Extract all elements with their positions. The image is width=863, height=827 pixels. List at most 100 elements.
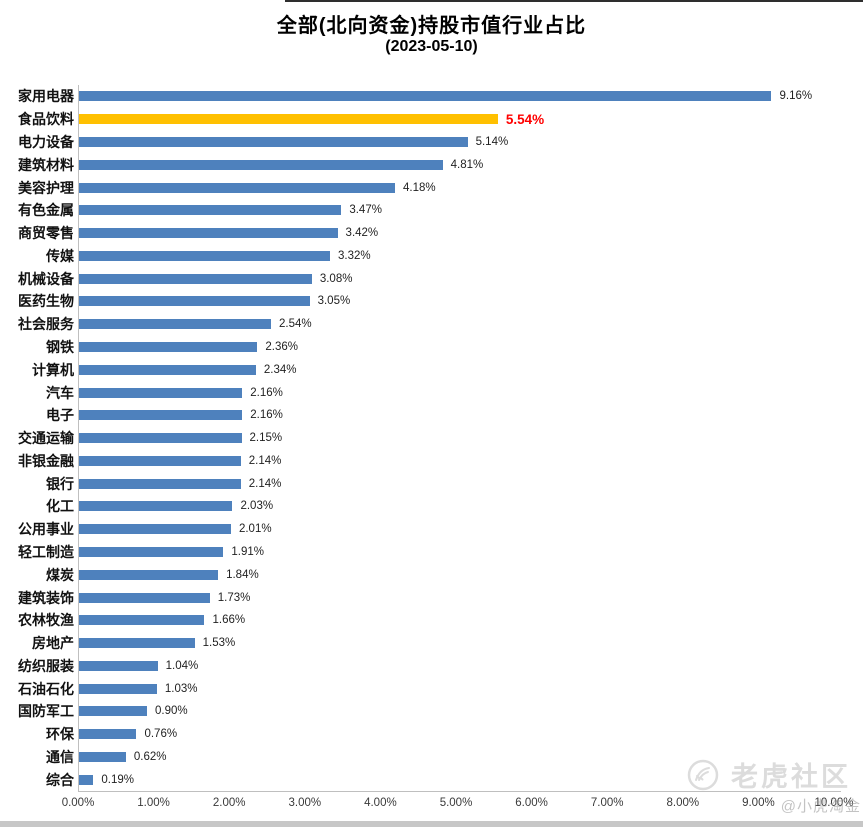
bar-row: 农林牧渔 1.66% <box>0 609 863 632</box>
bar-row: 煤炭 1.84% <box>0 563 863 586</box>
bar <box>79 273 312 284</box>
category-label: 电子 <box>46 407 74 424</box>
bar-track: 1.03% <box>78 683 863 695</box>
bar-row: 建筑材料 4.81% <box>0 153 863 176</box>
bar <box>79 501 233 512</box>
bar-row: 轻工制造 1.91% <box>0 541 863 564</box>
bar <box>79 638 195 649</box>
x-axis-tick-label: 2.00% <box>212 797 246 809</box>
x-axis-tick-label: 1.00% <box>137 797 170 809</box>
bar-row: 交通运输 2.15% <box>0 427 863 450</box>
bar-rows-container: 家用电器 9.16% 食品饮料 5.54% 电力设备 5.14% 建筑材料 4.81% 美容护理… <box>0 85 863 791</box>
category-label: 轻工制造 <box>18 544 74 561</box>
category-label: 医药生物 <box>18 293 74 310</box>
bar <box>79 455 241 466</box>
value-label: 2.54% <box>279 318 312 331</box>
category-label: 家用电器 <box>18 88 74 105</box>
bar-track: 2.01% <box>78 523 863 535</box>
bar <box>79 296 310 307</box>
category-label: 国防军工 <box>18 703 74 720</box>
bottom-scrollbar[interactable] <box>0 821 863 827</box>
category-label: 纺织服装 <box>18 657 74 674</box>
value-label: 0.76% <box>144 728 178 741</box>
bar-track: 2.03% <box>78 500 863 512</box>
bar <box>79 319 272 330</box>
bar <box>79 592 210 603</box>
watermark-brand-label: 老虎社区 <box>731 762 851 792</box>
value-label: 3.42% <box>345 227 379 240</box>
bar <box>79 364 256 375</box>
value-label: 2.01% <box>238 523 272 536</box>
bar-track: 0.90% <box>78 705 863 717</box>
bar-row: 家用电器 9.16% <box>0 85 863 108</box>
watermark-username: @小虎淘金 <box>780 798 861 815</box>
bar-track: 1.04% <box>78 660 863 672</box>
bar-track: 3.32% <box>78 250 863 262</box>
x-axis-tick-label: 6.00% <box>515 797 548 809</box>
bar <box>79 752 126 763</box>
category-label: 食品饮料 <box>18 111 74 128</box>
bar-track: 4.18% <box>78 182 863 194</box>
bar <box>79 547 224 558</box>
value-label: 2.16% <box>250 386 283 399</box>
bar-row: 商贸零售 3.42% <box>0 222 863 245</box>
category-label: 社会服务 <box>18 316 74 333</box>
value-label: 0.90% <box>155 705 188 718</box>
bar-row: 机械设备 3.08% <box>0 267 863 290</box>
bar-row: 钢铁 2.36% <box>0 336 863 359</box>
category-label: 非银金融 <box>18 452 74 469</box>
value-label: 0.62% <box>133 751 167 764</box>
value-label: 4.81% <box>450 158 484 171</box>
value-label: 3.05% <box>317 295 351 308</box>
x-axis-tick-label: 0.00% <box>61 797 95 809</box>
bar-row: 食品饮料 5.54% <box>0 108 863 131</box>
bar-track: 2.36% <box>78 341 863 353</box>
bar-track: 2.14% <box>78 478 863 490</box>
bar <box>79 524 231 535</box>
bar-track: 0.19% <box>78 774 863 786</box>
value-label: 1.53% <box>202 637 236 650</box>
bar-row: 传媒 3.32% <box>0 244 863 267</box>
category-label: 汽车 <box>46 384 74 401</box>
value-label: 2.16% <box>250 409 283 422</box>
bar-track: 3.05% <box>78 295 863 307</box>
category-label: 公用事业 <box>18 521 74 538</box>
bar-row: 电力设备 5.14% <box>0 131 863 154</box>
category-label: 房地产 <box>32 635 74 652</box>
bar-track: 2.15% <box>78 432 863 444</box>
x-axis-tick-label: 9.00% <box>742 797 775 809</box>
bar <box>79 569 219 580</box>
chart-subtitle: (2023-05-10) <box>385 38 478 55</box>
bar <box>79 660 158 671</box>
category-label: 计算机 <box>32 361 74 378</box>
bar <box>79 706 148 717</box>
value-label: 2.14% <box>248 477 282 490</box>
x-axis-line <box>78 791 841 792</box>
bar <box>79 433 242 444</box>
bar-row: 非银金融 2.14% <box>0 450 863 473</box>
value-label: 1.73% <box>217 591 251 604</box>
value-label: 1.04% <box>165 659 199 672</box>
bar-track: 0.76% <box>78 728 863 740</box>
bar-track: 1.91% <box>78 546 863 558</box>
bar <box>79 250 330 261</box>
value-label: 2.34% <box>263 363 297 376</box>
x-axis-tick-label: 8.00% <box>666 797 700 809</box>
category-label: 钢铁 <box>46 338 74 355</box>
bar-track: 1.84% <box>78 569 863 581</box>
category-label: 建筑装饰 <box>18 589 74 606</box>
bar-track: 1.73% <box>78 592 863 604</box>
bar-track: 5.54% <box>78 112 863 127</box>
x-axis-tick-label: 5.00% <box>439 797 473 809</box>
x-axis: 0.00% 1.00% 2.00% 3.00% 4.00% 5.00% 6.00% 7.00%… <box>0 797 863 817</box>
bar-track: 3.42% <box>78 227 863 239</box>
category-label: 机械设备 <box>18 270 74 287</box>
bar-row: 通信 0.62% <box>0 746 863 769</box>
x-axis-tick-label: 7.00% <box>590 797 624 809</box>
category-label: 综合 <box>46 771 74 788</box>
bar-track: 0.62% <box>78 751 863 763</box>
bar-track: 2.16% <box>78 409 863 421</box>
category-label: 建筑材料 <box>18 156 74 173</box>
value-label: 0.19% <box>101 773 134 786</box>
bar-track: 1.53% <box>78 637 863 649</box>
